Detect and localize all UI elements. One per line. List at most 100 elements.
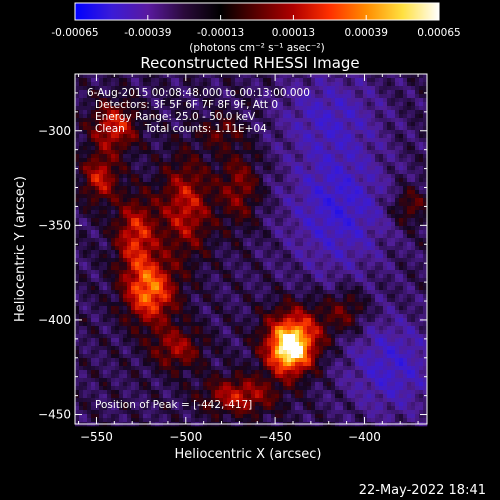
heatmap-cell [311,226,316,231]
heatmap-cell [307,274,312,279]
heatmap-cell [155,178,160,183]
heatmap-cell [215,254,220,259]
heatmap-cell [295,94,300,99]
heatmap-cell [223,158,228,163]
heatmap-cell [383,246,388,251]
heatmap-cell [383,86,388,91]
heatmap-cell [171,206,176,211]
heatmap-cell [215,278,220,283]
heatmap-cell [299,126,304,131]
heatmap-cell [103,178,108,183]
heatmap-cell [411,134,416,139]
heatmap-cell [339,186,344,191]
heatmap-cell [207,274,212,279]
heatmap-cell [135,86,140,91]
heatmap-cell [251,266,256,271]
heatmap-cell [331,238,336,243]
heatmap-cell [247,134,252,139]
heatmap-cell [211,110,216,115]
heatmap-cell [231,154,236,159]
heatmap-cell [167,146,172,151]
heatmap-cell [283,238,288,243]
heatmap-cell [347,162,352,167]
heatmap-cell [99,166,104,171]
heatmap-cell [415,90,420,95]
heatmap-cell [335,258,340,263]
heatmap-cell [207,202,212,207]
heatmap-cell [299,274,304,279]
heatmap-cell [219,282,224,287]
heatmap-cell [351,146,356,151]
heatmap-cell [151,142,156,147]
heatmap-cell [399,118,404,123]
heatmap-cell [331,122,336,127]
heatmap-cell [419,178,424,183]
heatmap-cell [375,122,380,127]
heatmap-cell [271,162,276,167]
heatmap-cell [307,102,312,107]
heatmap-cell [115,106,120,111]
heatmap-cell [75,98,80,103]
heatmap-cell [227,286,232,291]
heatmap-cell [327,278,332,283]
heatmap-cell [215,138,220,143]
heatmap-cell [319,86,324,91]
heatmap-cell [87,122,92,127]
heatmap-cell [267,262,272,267]
heatmap-cell [243,246,248,251]
heatmap-cell [343,170,348,175]
heatmap-cell [171,146,176,151]
heatmap-cell [323,122,328,127]
heatmap-cell [423,206,428,211]
heatmap-cell [399,210,404,215]
heatmap-cell [107,234,112,239]
heatmap-cell [299,270,304,275]
heatmap-cell [163,186,168,191]
heatmap-cell [255,286,260,291]
heatmap-cell [343,278,348,283]
heatmap-cell [239,98,244,103]
heatmap-cell [187,82,192,87]
heatmap-cell [327,230,332,235]
heatmap-cell [359,282,364,287]
heatmap-cell [255,246,260,251]
heatmap-cell [307,186,312,191]
heatmap-cell [227,158,232,163]
heatmap-cell [195,222,200,227]
heatmap-cell [347,278,352,283]
heatmap-cell [195,142,200,147]
heatmap-cell [223,150,228,155]
heatmap-cell [87,174,92,179]
heatmap-cell [79,110,84,115]
heatmap-cell [387,86,392,91]
heatmap-cell [267,146,272,151]
heatmap-cell [315,282,320,287]
heatmap-cell [115,262,120,267]
heatmap-cell [307,246,312,251]
heatmap-cell [351,94,356,99]
heatmap-cell [239,238,244,243]
heatmap-cell [263,178,268,183]
heatmap-cell [319,238,324,243]
heatmap-cell [171,98,176,103]
heatmap-cell [175,110,180,115]
heatmap-cell [95,138,100,143]
heatmap-cell [119,262,124,267]
heatmap-cell [315,118,320,123]
heatmap-cell [251,250,256,255]
heatmap-cell [275,126,280,131]
heatmap-cell [135,282,140,287]
heatmap-cell [255,146,260,151]
heatmap-cell [255,82,260,87]
heatmap-cell [231,270,236,275]
heatmap-cell [151,294,156,299]
heatmap-cell [231,282,236,287]
heatmap-cell [375,110,380,115]
heatmap-cell [83,286,88,291]
heatmap-cell [259,230,264,235]
heatmap-cell [187,78,192,83]
heatmap-cell [359,234,364,239]
heatmap-cell [419,146,424,151]
heatmap-cell [239,202,244,207]
heatmap-cell [103,122,108,127]
